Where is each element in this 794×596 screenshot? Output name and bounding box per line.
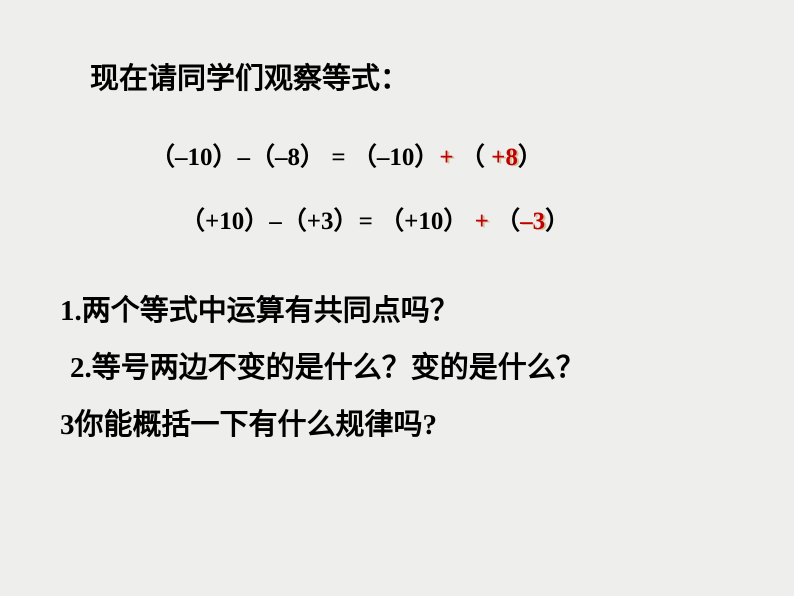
- eq2-r2close: ）: [545, 208, 570, 235]
- eq1-op1: –: [238, 144, 251, 171]
- eq2-equals: =: [359, 208, 380, 235]
- eq1-rnum: –10: [377, 144, 415, 171]
- equation-1: （–10）–（–8） = （–10）+ （ +8）: [150, 137, 734, 173]
- eq2-r2num: –3: [520, 208, 545, 235]
- eq1-equals: =: [325, 144, 352, 171]
- eq2-op1: –: [269, 208, 282, 235]
- eq1-ropen: （: [352, 144, 377, 171]
- eq1-mclose: ）: [300, 144, 325, 171]
- eq1-mnum: –8: [275, 144, 300, 171]
- eq1-lclose: ）: [213, 144, 238, 171]
- eq2-lclose: ）: [244, 208, 269, 235]
- equation-2: （+10）–（+3）= （+10） + （–3）: [180, 201, 734, 237]
- eq2-rnum: +10: [404, 208, 443, 235]
- eq1-r2num: +8: [491, 144, 518, 171]
- eq2-r2open: （: [495, 208, 520, 235]
- eq2-mopen: （: [282, 208, 307, 235]
- eq1-plus: +: [439, 144, 460, 171]
- question-1: 1.两个等式中运算有共同点吗？: [60, 292, 734, 331]
- equation-block: （–10）–（–8） = （–10）+ （ +8） （+10）–（+3）= （+…: [150, 137, 734, 237]
- eq2-rclose: ）: [443, 208, 468, 235]
- eq2-mnum: +3: [307, 208, 334, 235]
- question-block: 1.两个等式中运算有共同点吗？ 2.等号两边不变的是什么？变的是什么？ 3你能概…: [60, 292, 734, 445]
- question-2: 2.等号两边不变的是什么？变的是什么？: [70, 349, 734, 388]
- eq1-lnum: –10: [175, 144, 213, 171]
- eq1-lopen: （: [150, 144, 175, 171]
- eq1-rclose: ）: [414, 144, 439, 171]
- eq2-ropen: （: [379, 208, 404, 235]
- eq2-lopen: （: [180, 208, 205, 235]
- eq2-mclose: ）: [334, 208, 359, 235]
- question-3: 3你能概括一下有什么规律吗?: [60, 406, 734, 445]
- header-text: 现在请同学们观察等式：: [90, 55, 734, 97]
- eq2-plus: +: [468, 208, 495, 235]
- eq2-lnum: +10: [205, 208, 244, 235]
- eq1-r2close: ）: [518, 144, 543, 171]
- eq1-mopen: （: [250, 144, 275, 171]
- eq1-r2open: （: [460, 144, 491, 171]
